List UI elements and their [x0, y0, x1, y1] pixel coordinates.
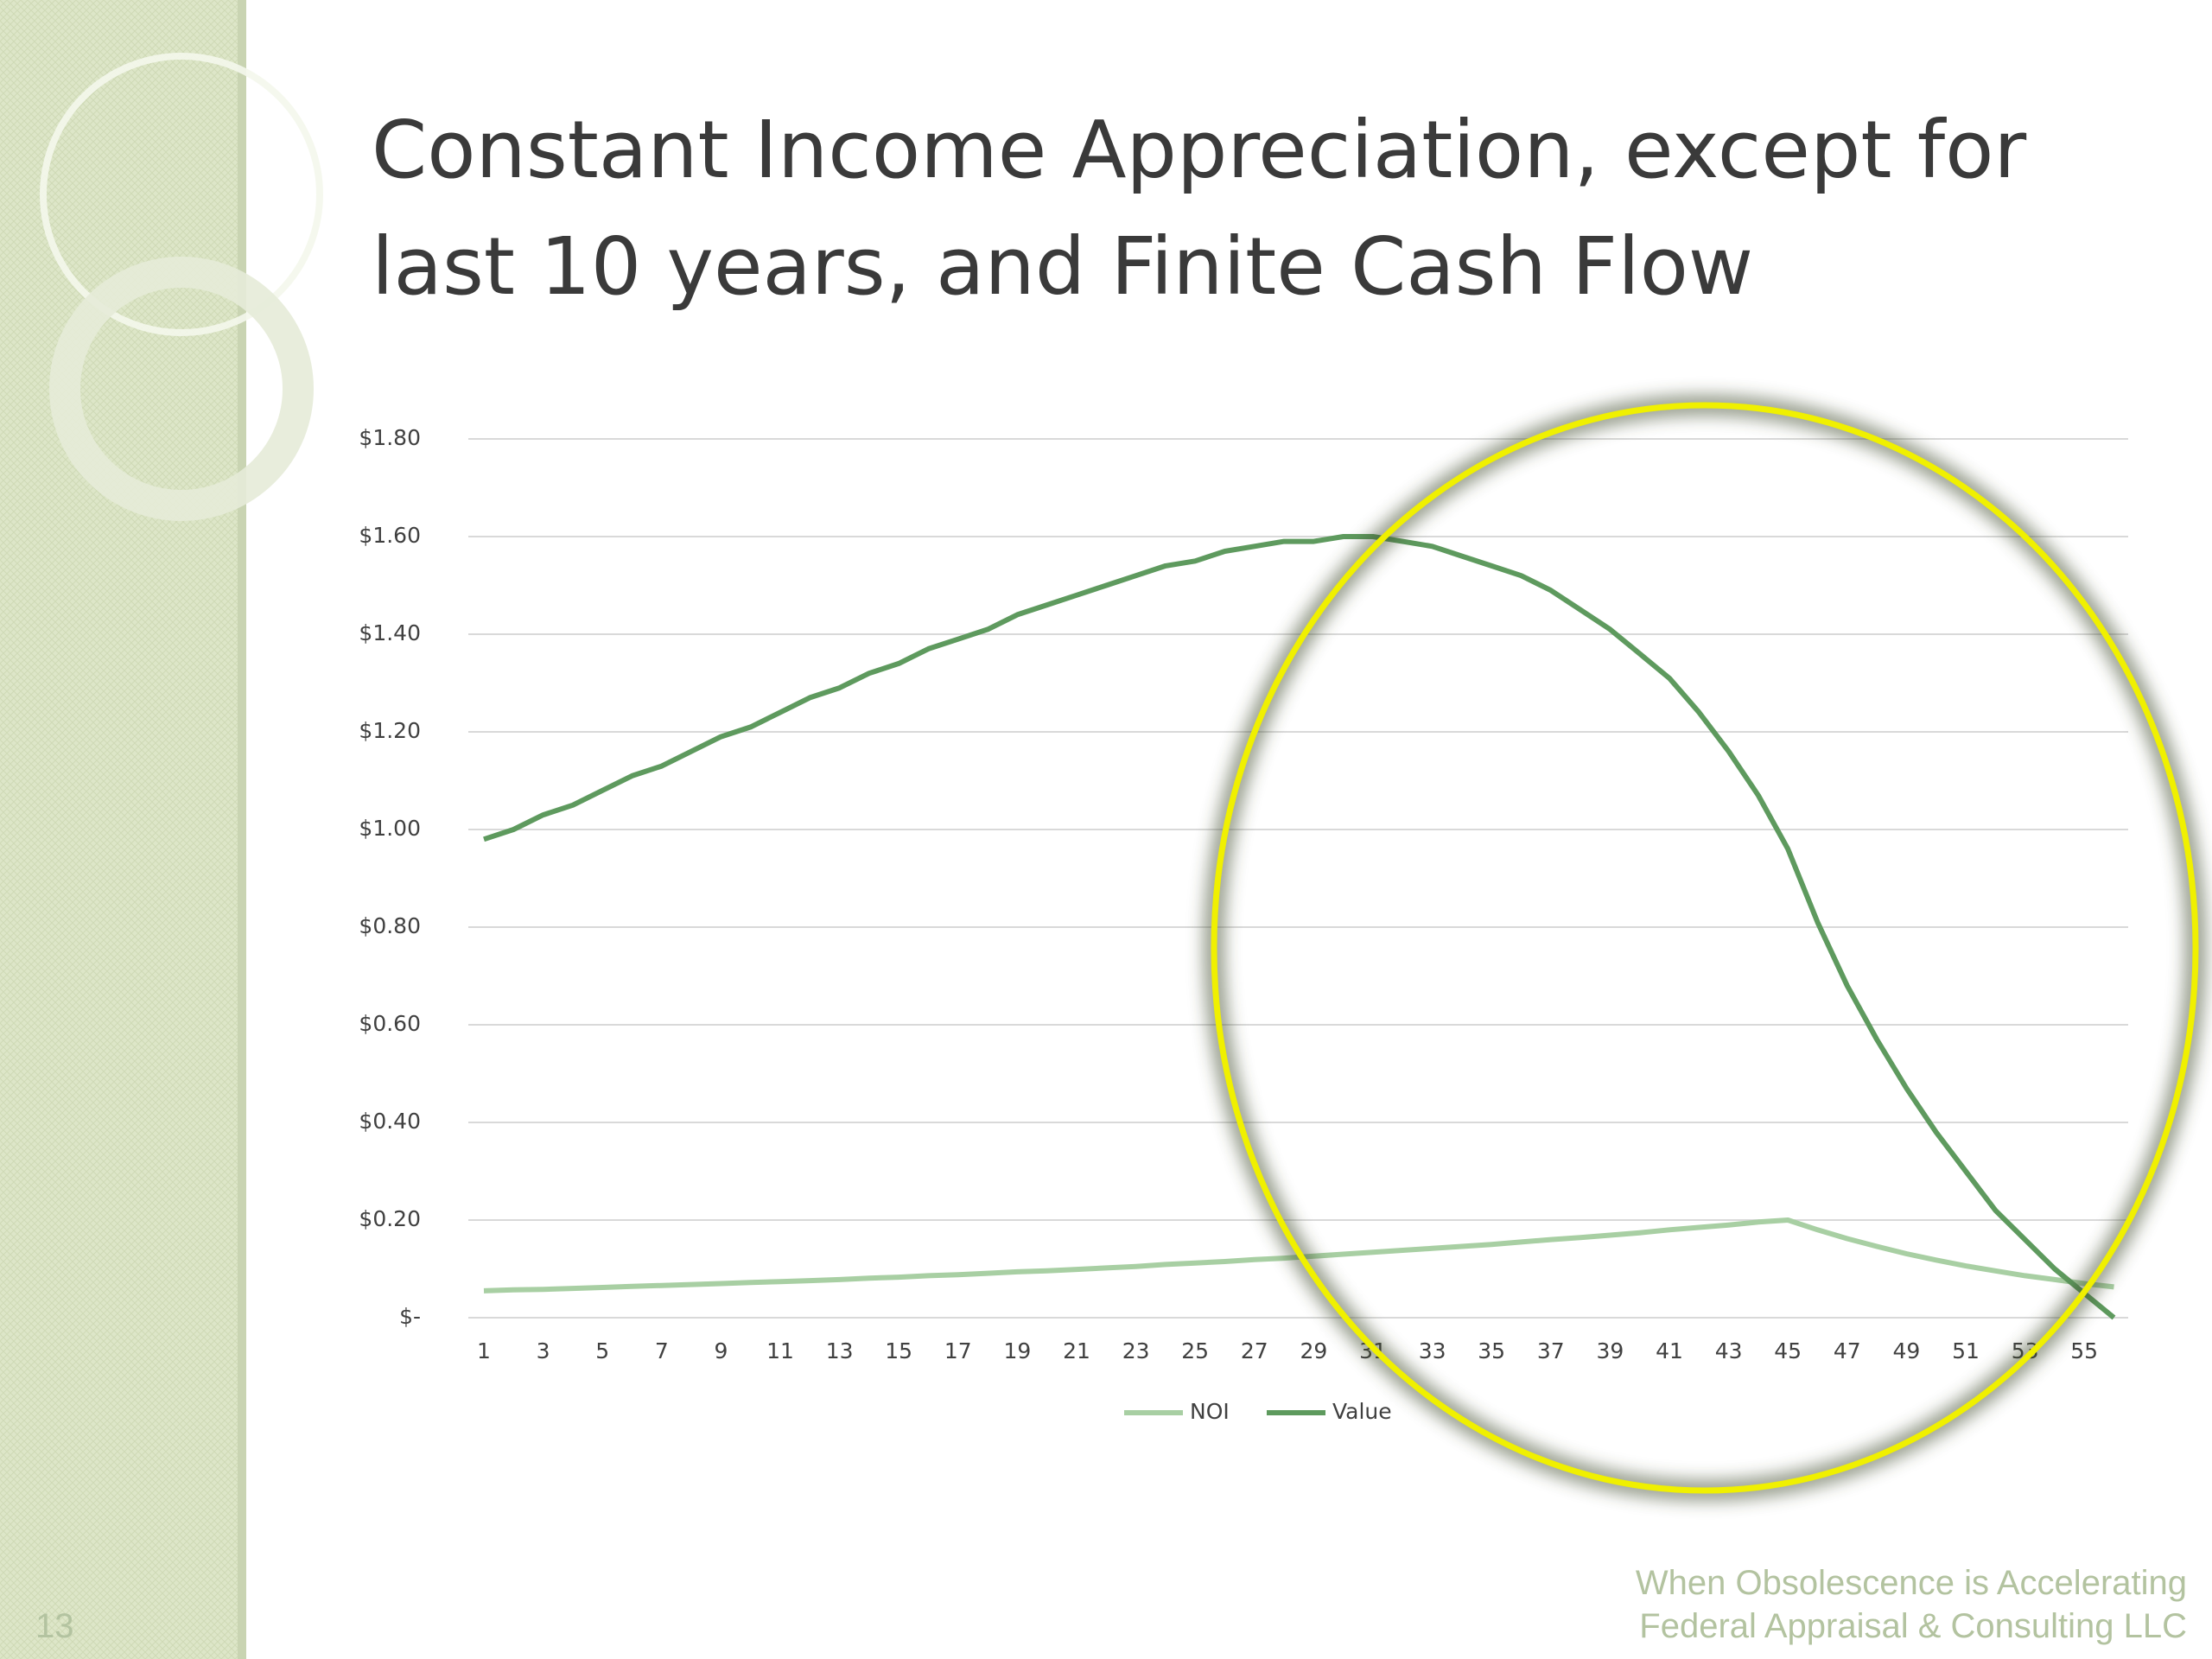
title-line: last 10 years, and Finite Cash Flow: [372, 220, 1753, 313]
title-line: Constant Income Appreciation, except for: [372, 104, 2026, 196]
x-tick-label: 41: [1656, 1338, 1683, 1363]
y-tick-label: $0.60: [359, 1011, 421, 1036]
y-tick-label: $-: [399, 1304, 421, 1329]
x-tick-label: 19: [1003, 1338, 1031, 1363]
x-tick-label: 47: [1834, 1338, 1861, 1363]
x-tick-label: 37: [1537, 1338, 1565, 1363]
x-tick-label: 9: [714, 1338, 728, 1363]
side-edge: [238, 0, 246, 1659]
side-panel: [0, 0, 245, 1659]
x-tick-label: 27: [1241, 1338, 1268, 1363]
x-tick-label: 3: [537, 1338, 550, 1363]
x-tick-label: 21: [1063, 1338, 1090, 1363]
deco-circle: [40, 53, 323, 336]
y-tick-label: $1.20: [359, 718, 421, 743]
x-tick-label: 11: [766, 1338, 794, 1363]
x-tick-label: 39: [1596, 1338, 1624, 1363]
x-tick-label: 7: [655, 1338, 669, 1363]
y-tick-label: $0.80: [359, 913, 421, 938]
x-tick-label: 45: [1774, 1338, 1802, 1363]
y-tick-label: $1.60: [359, 523, 421, 548]
y-tick-label: $0.40: [359, 1109, 421, 1134]
x-tick-label: 5: [595, 1338, 609, 1363]
x-tick-label: 49: [1892, 1338, 1920, 1363]
slide-number: 13: [35, 1607, 74, 1645]
x-tick-label: 51: [1952, 1338, 1980, 1363]
x-tick-label: 23: [1122, 1338, 1150, 1363]
x-tick-label: 13: [826, 1338, 854, 1363]
legend-label: Value: [1332, 1399, 1392, 1424]
series-line: [483, 534, 2116, 1320]
x-tick-label: 33: [1419, 1338, 1446, 1363]
x-tick-label: 25: [1181, 1338, 1209, 1363]
deco-ring: [49, 257, 314, 521]
footer-text: Federal Appraisal & Consulting LLC: [1639, 1607, 2187, 1645]
x-tick-label: 55: [2070, 1338, 2098, 1363]
x-tick-label: 1: [477, 1338, 491, 1363]
y-tick-label: $1.00: [359, 816, 421, 841]
y-tick-label: $1.40: [359, 620, 421, 645]
x-tick-label: 17: [944, 1338, 972, 1363]
highlight-ellipse: [1211, 402, 2199, 1494]
x-tick-label: 35: [1478, 1338, 1505, 1363]
chart: $- $0.20 $0.40 $0.60 $0.80 $1.00 $1.20 $1.40 $1.…: [359, 425, 2128, 1424]
highlight-shadow: [1205, 396, 2205, 1500]
x-tick-label: 29: [1300, 1338, 1327, 1363]
footer-text: When Obsolescence is Accelerating: [1636, 1564, 2187, 1602]
legend-label: NOI: [1190, 1399, 1230, 1424]
x-tick-label: 15: [885, 1338, 912, 1363]
y-tick-label: $1.80: [359, 425, 421, 450]
y-tick-label: $0.20: [359, 1206, 421, 1231]
x-tick-label: 43: [1715, 1338, 1743, 1363]
